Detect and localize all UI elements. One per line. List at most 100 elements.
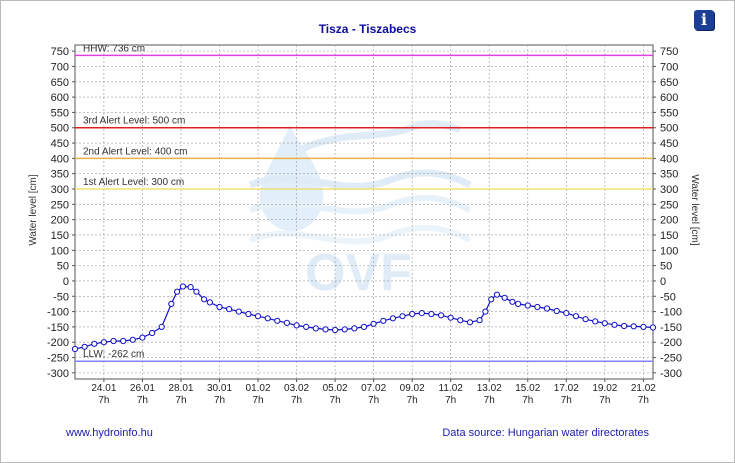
y-tick-label-right: 300 <box>660 184 678 196</box>
y-tick-label-right: -150 <box>660 322 682 334</box>
x-tick-label: 15.02 <box>515 383 540 394</box>
y-tick-label-left: 550 <box>51 107 69 119</box>
footer-data-source: Data source: Hungarian water directorate… <box>442 427 649 439</box>
y-tick-label-right: 450 <box>660 138 678 150</box>
info-icon[interactable]: i <box>694 10 714 30</box>
x-tick-sublabel: 7h <box>407 395 418 406</box>
y-tick-label-right: 350 <box>660 169 678 181</box>
y-tick-label-right: 100 <box>660 245 678 257</box>
y-tick-label-right: 250 <box>660 199 678 211</box>
y-tick-label-left: 50 <box>57 261 69 273</box>
x-tick-sublabel: 7h <box>291 395 302 406</box>
data-point <box>630 323 637 330</box>
data-point <box>572 313 580 320</box>
data-point <box>274 317 281 324</box>
y-tick-label-left: 300 <box>51 184 69 196</box>
x-tick-label: 07.02 <box>361 383 386 394</box>
level-label: 3rd Alert Level: 500 cm <box>83 116 185 127</box>
y-tick-label-left: -100 <box>47 307 69 319</box>
y-tick-label-left: -250 <box>47 353 69 365</box>
level-label: 1st Alert Level: 300 cm <box>83 177 184 188</box>
data-point <box>235 308 242 315</box>
x-tick-label: 21.02 <box>631 383 656 394</box>
data-point <box>201 296 208 303</box>
x-axis: 24.017h26.017h28.017h30.017h01.027h03.02… <box>91 379 656 406</box>
data-point <box>370 320 377 327</box>
x-tick-sublabel: 7h <box>522 395 533 406</box>
y-tick-label-right: 650 <box>660 77 678 89</box>
y-tick-label-left: -300 <box>47 368 69 380</box>
data-point <box>482 308 489 315</box>
data-point <box>501 294 508 301</box>
data-point <box>509 298 516 305</box>
data-point <box>409 310 416 318</box>
footer-website-link[interactable]: www.hydroinfo.hu <box>66 427 153 439</box>
y-axis-label-left: Water level [cm] <box>28 174 39 246</box>
y-axis-label-right: Water level [cm] <box>689 174 700 246</box>
data-point <box>447 314 454 321</box>
data-point <box>149 329 156 337</box>
data-point <box>100 339 108 346</box>
data-point <box>543 305 551 312</box>
reference-levels: HHW: 736 cm 3rd Alert Level: 500 cm 2nd Al… <box>75 43 653 362</box>
x-tick-label: 01.02 <box>246 383 271 394</box>
data-point <box>110 337 117 345</box>
data-point <box>601 320 608 327</box>
x-tick-sublabel: 7h <box>137 395 148 406</box>
data-point <box>303 323 310 330</box>
x-tick-label: 30.01 <box>207 383 232 394</box>
x-tick-sublabel: 7h <box>368 395 379 406</box>
x-tick-label: 26.01 <box>130 383 155 394</box>
data-point <box>428 310 435 318</box>
y-tick-label-left: 750 <box>51 46 69 58</box>
y-tick-label-left: 700 <box>51 61 69 73</box>
data-point <box>293 322 300 329</box>
data-point <box>438 312 445 319</box>
y-tick-label-right: 200 <box>660 215 678 227</box>
data-point <box>515 300 522 307</box>
data-point <box>179 283 186 290</box>
data-point <box>466 319 474 326</box>
y-tick-label-right: -50 <box>660 291 676 303</box>
level-label: LLW: -262 cm <box>83 349 144 360</box>
data-point <box>341 326 348 333</box>
data-point <box>640 323 647 330</box>
data-point <box>534 303 541 311</box>
y-tick-label-right: 0 <box>660 276 666 288</box>
y-tick-label-right: 400 <box>660 153 678 165</box>
y-tick-label-right: 550 <box>660 107 678 119</box>
level-label: HHW: 736 cm <box>83 43 145 54</box>
data-point <box>283 319 290 326</box>
grid <box>75 45 653 379</box>
data-point <box>649 324 657 331</box>
y-tick-label-left: 0 <box>63 276 69 288</box>
data-point <box>399 313 406 320</box>
data-point <box>493 291 500 298</box>
data-point <box>351 325 358 332</box>
x-tick-sublabel: 7h <box>599 395 610 406</box>
y-tick-label-right: 750 <box>660 46 678 58</box>
data-point <box>245 310 252 318</box>
data-point <box>139 334 146 341</box>
series <box>71 283 657 353</box>
x-tick-label: 11.02 <box>439 383 464 394</box>
data-point <box>476 317 483 324</box>
y-tick-label-left: 150 <box>51 230 69 242</box>
data-point <box>129 336 136 343</box>
x-tick-label: 09.02 <box>400 383 425 394</box>
x-tick-sublabel: 7h <box>98 395 109 406</box>
data-point <box>193 288 200 295</box>
data-point <box>563 310 570 317</box>
data-point <box>389 315 396 322</box>
y-tick-label-left: 600 <box>51 92 69 104</box>
level-label: 2nd Alert Level: 400 cm <box>83 146 188 157</box>
data-point <box>418 310 425 317</box>
data-point <box>621 322 628 330</box>
data-point <box>174 288 181 295</box>
x-tick-label: 03.02 <box>284 383 309 394</box>
data-point <box>158 323 165 330</box>
x-tick-label: 24.01 <box>91 383 116 394</box>
y-tick-label-left: -150 <box>47 322 69 334</box>
data-point <box>120 337 127 345</box>
y-tick-label-left: 350 <box>51 169 69 181</box>
